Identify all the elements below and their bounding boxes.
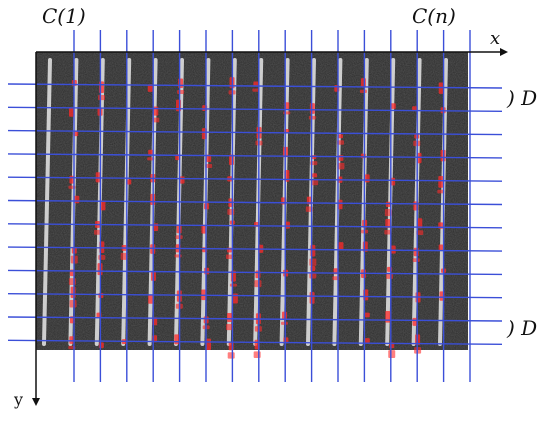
red-marker bbox=[309, 258, 317, 266]
red-marker bbox=[69, 336, 75, 344]
red-marker bbox=[390, 103, 396, 109]
red-marker bbox=[97, 94, 105, 101]
red-marker bbox=[226, 323, 234, 331]
red-marker bbox=[120, 252, 128, 260]
red-marker bbox=[311, 179, 319, 186]
red-marker bbox=[283, 111, 291, 115]
red-marker bbox=[206, 154, 212, 162]
label-c-last: C(n) bbox=[412, 4, 456, 28]
red-marker bbox=[385, 218, 391, 228]
horizontal-grid-line bbox=[7, 316, 503, 322]
horizontal-grid-line bbox=[7, 269, 503, 276]
red-marker bbox=[309, 103, 315, 114]
red-marker bbox=[364, 174, 370, 183]
red-marker bbox=[312, 173, 318, 178]
red-marker bbox=[229, 283, 237, 287]
red-marker bbox=[364, 312, 370, 318]
red-marker bbox=[201, 224, 207, 234]
red-marker bbox=[417, 218, 423, 229]
red-marker bbox=[338, 134, 344, 139]
red-marker bbox=[309, 273, 317, 279]
label-y-axis: y bbox=[14, 390, 24, 409]
red-marker bbox=[360, 78, 366, 88]
red-marker bbox=[280, 321, 288, 325]
red-marker bbox=[98, 342, 104, 349]
red-marker bbox=[148, 295, 154, 304]
red-marker bbox=[253, 81, 259, 87]
red-marker bbox=[174, 334, 180, 345]
red-marker bbox=[68, 107, 74, 117]
red-marker bbox=[438, 175, 444, 188]
red-marker bbox=[68, 278, 76, 285]
red-marker bbox=[148, 149, 154, 156]
red-marker bbox=[227, 208, 235, 215]
label-d-top: ) D bbox=[507, 86, 538, 110]
red-marker bbox=[338, 242, 344, 250]
red-marker bbox=[416, 230, 424, 236]
red-marker bbox=[227, 352, 235, 359]
red-marker bbox=[254, 280, 262, 288]
red-marker bbox=[147, 84, 153, 92]
horizontal-grid-line bbox=[7, 176, 503, 182]
red-marker bbox=[206, 338, 212, 351]
horizontal-grid-line bbox=[7, 129, 503, 136]
red-marker bbox=[177, 89, 185, 94]
red-marker bbox=[178, 78, 184, 88]
red-marker bbox=[205, 163, 213, 169]
red-marker bbox=[438, 82, 444, 94]
red-marker bbox=[437, 189, 445, 194]
label-c-first: C(1) bbox=[42, 4, 86, 28]
red-marker bbox=[385, 311, 391, 323]
red-marker bbox=[364, 338, 370, 343]
x-axis-arrow bbox=[500, 48, 508, 56]
label-x-axis: x bbox=[490, 28, 501, 49]
red-marker bbox=[360, 153, 366, 159]
red-marker bbox=[225, 254, 233, 259]
red-marker bbox=[227, 313, 233, 322]
horizontal-grid-line bbox=[7, 339, 503, 345]
red-marker bbox=[413, 247, 419, 257]
horizontal-grid-line bbox=[7, 223, 503, 229]
red-marker bbox=[174, 254, 182, 258]
red-marker bbox=[386, 273, 394, 279]
red-marker bbox=[152, 117, 160, 123]
red-marker bbox=[252, 88, 260, 92]
label-d-bottom: ) D bbox=[507, 316, 538, 340]
red-marker bbox=[69, 300, 77, 308]
horizontal-grid-lines bbox=[7, 83, 503, 345]
red-marker bbox=[100, 200, 106, 211]
red-marker bbox=[337, 140, 345, 145]
red-marker bbox=[98, 255, 106, 260]
red-marker bbox=[384, 229, 392, 235]
red-marker bbox=[94, 229, 102, 235]
red-marker bbox=[147, 157, 155, 161]
red-marker bbox=[412, 258, 420, 263]
horizontal-grid-line bbox=[7, 246, 503, 252]
horizontal-grid-line bbox=[7, 153, 503, 159]
red-marker bbox=[126, 179, 132, 185]
red-marker bbox=[255, 270, 261, 279]
red-marker bbox=[70, 286, 76, 299]
horizontal-grid-line bbox=[7, 293, 503, 299]
red-marker bbox=[438, 244, 444, 251]
red-marker bbox=[253, 351, 261, 358]
red-marker bbox=[284, 221, 290, 229]
red-marker bbox=[359, 89, 367, 93]
horizontal-grid-line bbox=[7, 83, 503, 89]
horizontal-grid-line bbox=[7, 106, 503, 112]
red-marker bbox=[337, 162, 345, 170]
red-marker bbox=[388, 350, 396, 359]
red-marker bbox=[74, 195, 80, 204]
horizontal-grid-line bbox=[7, 199, 503, 206]
vertical-grid-lines bbox=[73, 30, 471, 382]
y-axis-arrow bbox=[32, 398, 40, 406]
red-marker bbox=[308, 115, 316, 120]
red-marker bbox=[337, 199, 343, 210]
